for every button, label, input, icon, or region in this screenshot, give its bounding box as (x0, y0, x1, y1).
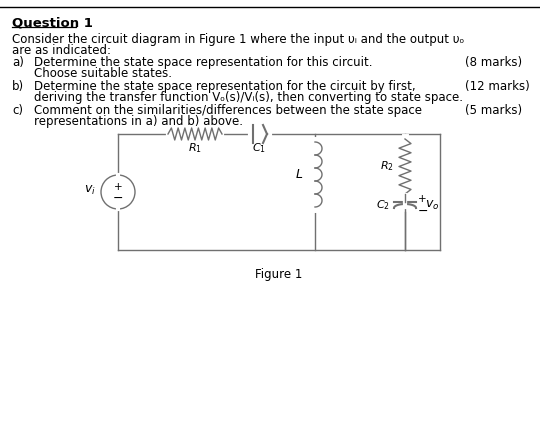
Text: Question 1: Question 1 (12, 17, 93, 30)
Text: $C_2$: $C_2$ (376, 198, 390, 212)
Text: (12 marks): (12 marks) (465, 80, 530, 93)
Text: Determine the state space representation for this circuit.: Determine the state space representation… (34, 56, 373, 69)
Text: (8 marks): (8 marks) (465, 56, 522, 69)
Text: deriving the transfer function Vₒ(s)/Vᵢ(s), then converting to state space.: deriving the transfer function Vₒ(s)/Vᵢ(… (34, 91, 463, 104)
Text: Choose suitable states.: Choose suitable states. (34, 67, 172, 80)
Text: c): c) (12, 104, 23, 117)
Text: $R_1$: $R_1$ (188, 141, 202, 155)
Text: $v_i$: $v_i$ (84, 184, 96, 197)
Text: +: + (114, 182, 123, 192)
Text: L: L (295, 168, 302, 181)
Text: −: − (113, 191, 123, 204)
Text: Consider the circuit diagram in Figure 1 where the input υᵢ and the output υₒ: Consider the circuit diagram in Figure 1… (12, 33, 464, 46)
Text: $C_1$: $C_1$ (252, 141, 266, 155)
Text: Determine the state space representation for the circuit by first,: Determine the state space representation… (34, 80, 416, 93)
Text: Comment on the similarities/differences between the state space: Comment on the similarities/differences … (34, 104, 422, 117)
Text: are as indicated:: are as indicated: (12, 44, 111, 57)
Text: −: − (418, 204, 429, 217)
Text: a): a) (12, 56, 24, 69)
Text: Figure 1: Figure 1 (255, 268, 303, 281)
Text: b): b) (12, 80, 24, 93)
Text: (5 marks): (5 marks) (465, 104, 522, 117)
Text: +: + (418, 194, 427, 204)
Text: $v_o$: $v_o$ (425, 198, 440, 212)
Text: representations in a) and b) above.: representations in a) and b) above. (34, 115, 243, 128)
Text: $R_2$: $R_2$ (380, 159, 394, 173)
